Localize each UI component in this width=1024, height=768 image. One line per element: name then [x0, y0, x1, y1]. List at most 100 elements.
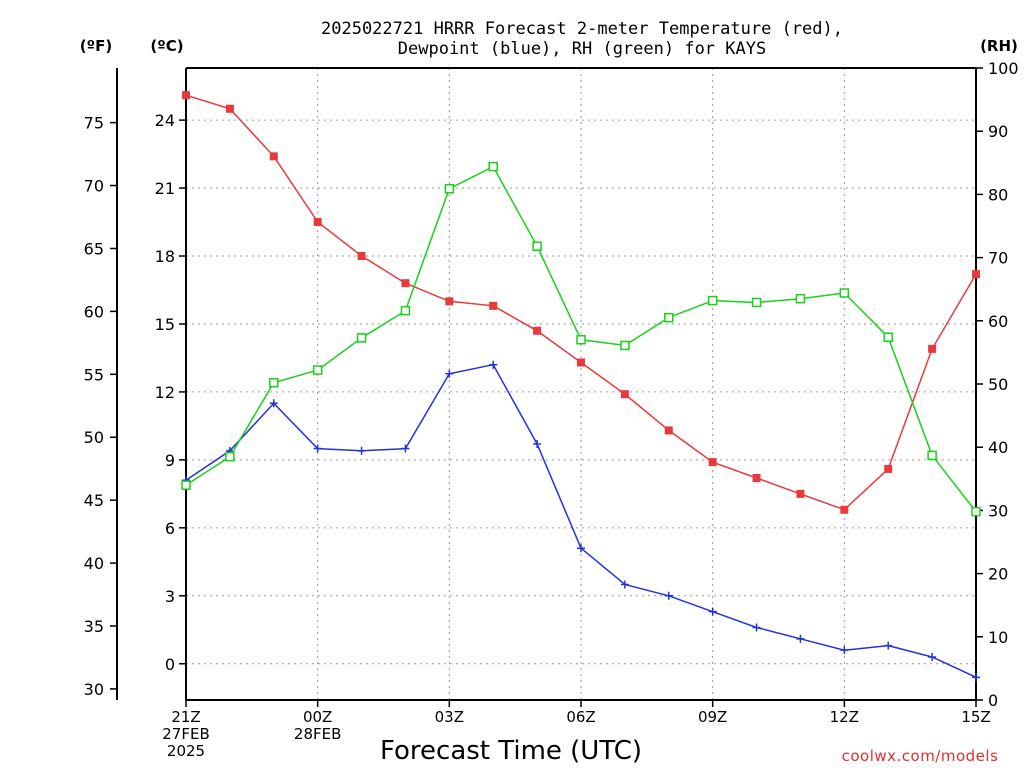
celsius-tick-label: 12 [155, 383, 175, 402]
data-point [884, 641, 893, 650]
data-point [313, 218, 322, 227]
fahrenheit-tick-label: 50 [84, 428, 104, 447]
fahrenheit-tick-label: 35 [84, 617, 104, 636]
data-point [576, 335, 586, 345]
rh-tick-label: 50 [988, 375, 1008, 394]
data-point [664, 426, 673, 435]
data-point [620, 580, 629, 589]
x-tick-label: 21Z 27FEB 2025 [162, 708, 209, 760]
fahrenheit-tick-label: 55 [84, 365, 104, 384]
celsius-tick-label: 6 [165, 519, 175, 538]
x-axis-label: Forecast Time (UTC) [380, 736, 642, 766]
fahrenheit-tick-label: 75 [84, 114, 104, 133]
data-point [884, 464, 893, 473]
celsius-tick-label: 21 [155, 179, 175, 198]
data-point [796, 634, 805, 643]
data-point [620, 390, 629, 399]
x-tick-label: 09Z [698, 708, 727, 726]
data-point [269, 399, 278, 408]
data-point [312, 365, 323, 375]
chart-title-line-2: Dewpoint (blue), RH (green) for KAYS [398, 39, 766, 59]
fahrenheit-tick-label: 60 [84, 302, 104, 321]
data-point [401, 279, 410, 288]
data-point [752, 474, 761, 483]
rh-tick-label: 70 [988, 249, 1008, 268]
x-tick-label-line: 21Z [171, 708, 200, 726]
x-tick-label-line: 03Z [435, 708, 464, 726]
x-tick-label: 12Z [830, 708, 859, 726]
x-tick-label: 03Z [435, 708, 464, 726]
rh-unit-label: (RH) [980, 37, 1018, 55]
fahrenheit-tick-label: 30 [84, 680, 104, 699]
x-tick-label: 06Z [566, 708, 595, 726]
x-tick-label: 15Z [961, 708, 990, 726]
rh-tick-label: 0 [988, 691, 998, 710]
data-point [664, 591, 673, 600]
x-tick-label-line: 12Z [830, 708, 859, 726]
celsius-tick-label: 9 [165, 451, 175, 470]
data-point [927, 450, 937, 461]
data-point [972, 673, 980, 682]
data-point [400, 305, 411, 316]
data-point [707, 295, 718, 306]
rh-tick-label: 100 [988, 59, 1019, 78]
x-tick-label: 00Z 28FEB [294, 708, 341, 743]
celsius-tick-label: 0 [165, 655, 175, 674]
rh-tick-label: 40 [988, 438, 1008, 457]
data-series [181, 91, 981, 682]
data-point [401, 444, 410, 453]
data-point [971, 506, 981, 517]
data-point [708, 607, 717, 616]
data-point [356, 333, 367, 343]
x-tick-label-line: 2025 [167, 742, 205, 760]
rh-tick-label: 30 [988, 501, 1008, 520]
x-tick-label-line: 09Z [698, 708, 727, 726]
rh-tick-label: 60 [988, 312, 1008, 331]
data-point [488, 161, 498, 172]
data-point [182, 91, 190, 100]
data-point [532, 241, 542, 251]
data-point [533, 440, 542, 449]
fahrenheit-tick-label: 40 [84, 554, 104, 573]
data-point [357, 446, 366, 455]
fahrenheit-tick-label: 65 [84, 239, 104, 258]
chart-title-line-1: 2025022721 HRRR Forecast 2-meter Tempera… [321, 19, 843, 39]
celsius-tick-label: 15 [155, 315, 175, 334]
celsius-unit-label: (ºC) [150, 37, 183, 55]
credit-text: coolwx.com/models [842, 747, 999, 765]
axis-ticks: 0 3 6 9 12 15 18 21 24 30 35 40 45 50 55 60 65 70 75 0 10 20 3… [84, 59, 1019, 760]
data-point [225, 451, 235, 462]
x-tick-label-line: 00Z [303, 708, 332, 726]
data-point [444, 183, 455, 194]
data-point [972, 270, 980, 279]
data-point [883, 332, 893, 342]
data-point [489, 301, 498, 310]
series-temperature [182, 91, 980, 514]
data-point [840, 505, 849, 514]
data-point [269, 152, 278, 161]
celsius-tick-label: 24 [155, 111, 175, 130]
data-point [708, 458, 717, 467]
data-point [357, 252, 366, 261]
data-point [928, 652, 937, 661]
data-point [445, 297, 454, 306]
x-tick-label-line: 06Z [566, 708, 595, 726]
data-point [796, 489, 805, 498]
rh-tick-label: 80 [988, 185, 1008, 204]
data-point [489, 360, 498, 369]
data-point [839, 288, 850, 298]
celsius-tick-label: 3 [165, 587, 175, 606]
data-point [751, 297, 762, 308]
data-point [620, 340, 630, 351]
data-point [313, 444, 322, 453]
fahrenheit-tick-label: 45 [84, 491, 104, 510]
data-point [269, 377, 279, 388]
rh-tick-label: 10 [988, 628, 1008, 647]
fahrenheit-tick-label: 70 [84, 177, 104, 196]
fahrenheit-unit-label: (ºF) [80, 37, 112, 55]
x-tick-label-line: 15Z [961, 708, 990, 726]
data-point [445, 369, 454, 378]
data-point [840, 646, 849, 655]
data-point [225, 104, 234, 113]
